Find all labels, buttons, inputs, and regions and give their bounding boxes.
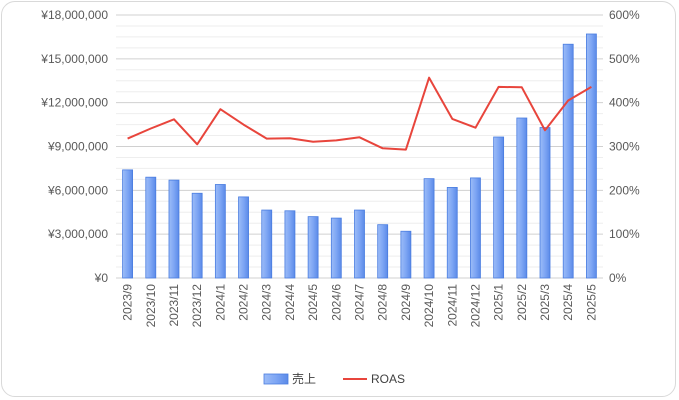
legend-label-sales: 売上: [292, 371, 316, 386]
x-axis-tick-label: 2024/5: [306, 284, 320, 321]
roas-line: [127, 76, 592, 151]
sales-bar-2024-7: [354, 209, 365, 279]
sales-bar-2024-6: [330, 217, 342, 279]
x-axis-tick-label: 2023/12: [190, 284, 204, 328]
legend: 売上 ROAS: [263, 371, 405, 386]
sales-bar-2025-2: [516, 117, 528, 279]
left-axis-tick-label: ¥18,000,000: [40, 8, 108, 22]
right-axis-ticks: 0% 100% 200% 300% 400% 500% 600%: [609, 8, 640, 285]
left-axis-tick-label: ¥15,000,000: [40, 52, 108, 66]
sales-bar-2025-1: [493, 136, 505, 279]
x-axis-tick-label: 2024/3: [260, 284, 274, 321]
sales-bar-2025-5: [586, 33, 597, 279]
x-axis-tick-label: 2024/10: [422, 284, 436, 328]
x-axis-tick-label: 2024/1: [213, 284, 227, 321]
right-axis-tick-label: 300%: [609, 140, 640, 154]
left-axis-tick-label: ¥12,000,000: [40, 96, 108, 110]
sales-bar-2024-8: [377, 224, 389, 279]
right-axis-tick-label: 100%: [609, 227, 640, 241]
x-axis-tick-label: 2025/2: [515, 284, 529, 321]
sales-bar-2024-1: [214, 184, 226, 279]
sales-bar-2025-3: [539, 127, 551, 279]
x-axis-tick-label: 2024/9: [399, 284, 413, 321]
sales-bar-2024-2: [238, 196, 249, 279]
x-axis-ticks: 2023/9 2023/10 2023/11 2023/12 2024/1 2024/2 2…: [121, 284, 599, 328]
right-axis-tick-label: 400%: [609, 96, 640, 110]
right-axis-tick-label: 500%: [609, 52, 640, 66]
sales-bars: [122, 33, 597, 279]
x-axis-tick-label: 2023/11: [167, 284, 181, 327]
left-axis-ticks: ¥0 ¥3,000,000 ¥6,000,000 ¥9,000,000 ¥12,000,…: [40, 8, 108, 285]
x-axis-tick-label: 2023/9: [121, 284, 135, 321]
sales-bar-2023-9: [122, 169, 133, 279]
sales-bar-2024-10: [423, 178, 435, 279]
legend-swatch-sales: [263, 373, 289, 385]
left-axis-tick-label: ¥9,000,000: [47, 140, 108, 154]
sales-bar-2025-4: [562, 43, 574, 279]
sales-bar-2023-12: [191, 192, 203, 279]
right-axis-tick-label: 600%: [609, 8, 640, 22]
x-axis-tick-label: 2024/7: [353, 284, 367, 321]
x-axis-tick-label: 2024/12: [468, 284, 482, 328]
left-axis-tick-label: ¥6,000,000: [47, 183, 108, 197]
left-axis-tick-label: ¥3,000,000: [47, 227, 108, 241]
legend-label-roas: ROAS: [371, 372, 405, 386]
x-axis-tick-label: 2025/4: [561, 284, 575, 321]
x-axis-tick-label: 2023/10: [144, 284, 158, 328]
sales-bar-2023-11: [168, 179, 180, 279]
sales-bar-2024-9: [400, 230, 412, 279]
right-axis-tick-label: 0%: [609, 271, 627, 285]
x-axis-tick-label: 2024/8: [376, 284, 390, 321]
sales-bar-2024-12: [470, 177, 481, 279]
x-axis-tick-label: 2024/11: [445, 284, 459, 327]
sales-bar-2024-4: [284, 210, 296, 279]
sales-bar-2024-3: [261, 209, 273, 279]
x-axis-tick-label: 2025/1: [492, 284, 506, 321]
right-axis-tick-label: 200%: [609, 183, 640, 197]
sales-bar-2024-5: [307, 216, 319, 279]
sales-bar-2023-10: [145, 176, 157, 279]
x-axis-tick-label: 2025/5: [584, 284, 598, 321]
left-axis-tick-label: ¥0: [94, 271, 109, 285]
x-axis-tick-label: 2025/3: [538, 284, 552, 321]
x-axis-tick-label: 2024/6: [329, 284, 343, 321]
x-axis-tick-label: 2024/2: [237, 284, 251, 321]
sales-bar-2024-11: [446, 187, 458, 279]
x-axis-tick-label: 2024/4: [283, 284, 297, 321]
